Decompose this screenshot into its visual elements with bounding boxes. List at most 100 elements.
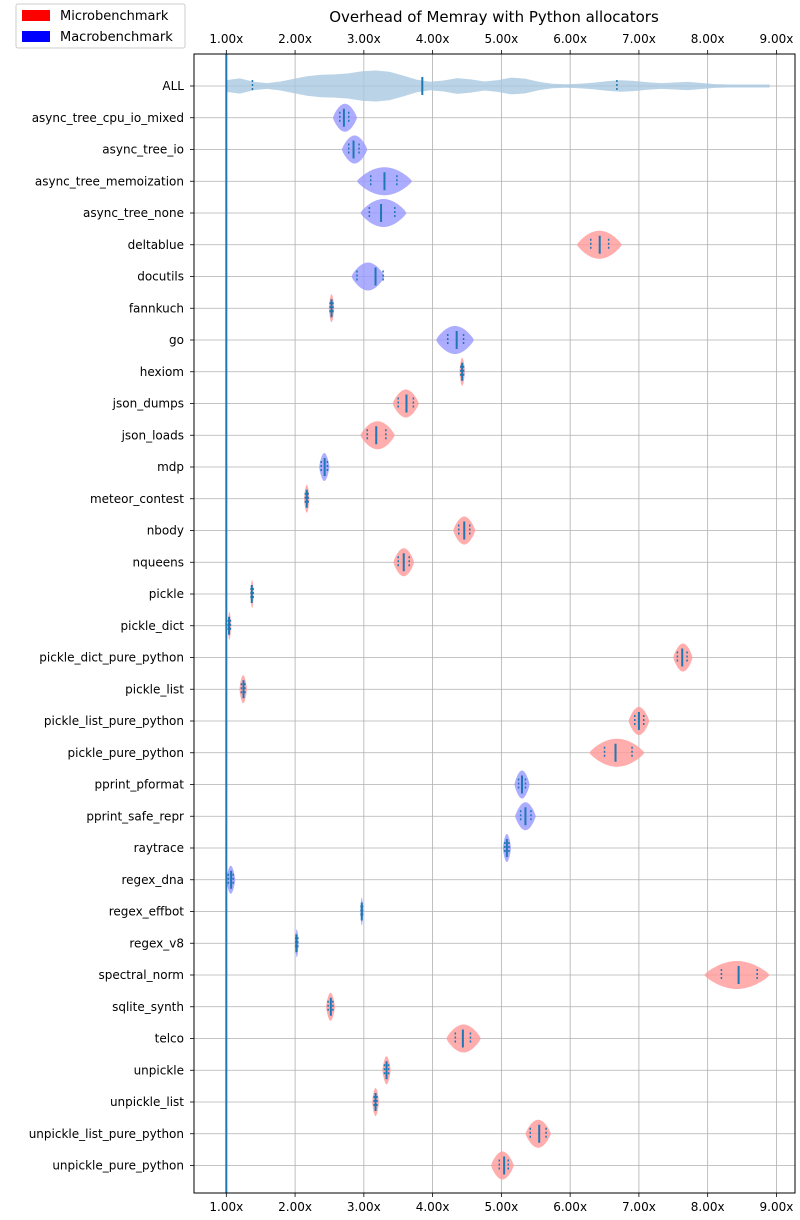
- violin-async-tree-io: [341, 135, 368, 164]
- y-tick-label: mdp: [157, 460, 184, 474]
- violin-body: [589, 738, 645, 767]
- violin-pprint-pformat: [514, 770, 530, 799]
- y-tick-label: async_tree_io: [102, 143, 184, 157]
- x-tick-label-bottom: 1.00x: [209, 1200, 243, 1214]
- y-tick-label: ALL: [162, 79, 184, 93]
- x-tick-label-top: 5.00x: [484, 32, 518, 46]
- y-tick-label: regex_dna: [121, 873, 184, 887]
- violin-pickle-list: [239, 675, 247, 704]
- y-tick-label: unpickle_list_pure_python: [29, 1127, 184, 1141]
- violin-pickle-dict-pure-python: [673, 643, 693, 672]
- y-tick-label: async_tree_memoization: [35, 174, 184, 188]
- y-tick-label: go: [169, 333, 184, 347]
- violin-regex-effbot: [360, 897, 364, 926]
- violin-nbody: [453, 516, 476, 545]
- violin-async-tree-none: [360, 199, 407, 227]
- y-tick-label: pickle: [149, 587, 184, 601]
- violin-body: [332, 103, 357, 132]
- y-tick-label: unpickle: [134, 1063, 184, 1077]
- x-tick-label-bottom: 5.00x: [484, 1200, 518, 1214]
- y-tick-label: meteor_contest: [90, 492, 184, 506]
- y-tick-label: regex_v8: [129, 936, 184, 950]
- y-tick-label: sqlite_synth: [112, 1000, 184, 1014]
- x-tick-label-bottom: 7.00x: [622, 1200, 656, 1214]
- legend: Microbenchmark Macrobenchmark: [15, 3, 186, 49]
- grid-lines: [194, 54, 795, 1193]
- violin-body: [525, 1119, 551, 1148]
- y-tick-label: hexiom: [140, 365, 184, 379]
- violin-fannkuch: [328, 294, 335, 323]
- y-tick-label: json_loads: [121, 428, 184, 442]
- violin-async-tree-cpu-io-mixed: [332, 103, 357, 132]
- x-tick-label-top: 2.00x: [278, 32, 312, 46]
- violin-raytrace: [502, 834, 511, 862]
- x-axis-ticks: 1.00x 1.00x 2.00x 2.00x 3.00x 3.00x 4.00x 4.00x…: [209, 32, 793, 1214]
- x-tick-label-top: 8.00x: [691, 32, 725, 46]
- violin-ALL: [226, 70, 770, 102]
- x-tick-label-top: 3.00x: [347, 32, 381, 46]
- y-tick-label: pickle_dict: [121, 619, 185, 633]
- violin-json-dumps: [392, 389, 419, 418]
- violin-sqlite-synth: [326, 992, 335, 1021]
- legend-label-microbenchmark: Microbenchmark: [60, 9, 169, 24]
- violin-body: [436, 326, 474, 354]
- violin-async-tree-memoization: [357, 167, 412, 196]
- legend-swatch-macrobenchmark: [22, 31, 50, 42]
- y-axis-ticks: ALL async_tree_cpu_io_mixed async_tree_ioa…: [29, 79, 194, 1173]
- y-tick-label: unpickle_list: [110, 1095, 184, 1109]
- y-tick-label: docutils: [137, 270, 184, 284]
- legend-label-macrobenchmark: Macrobenchmark: [60, 30, 173, 45]
- y-tick-label: pprint_safe_repr: [86, 809, 184, 823]
- x-tick-label-top: 6.00x: [553, 32, 587, 46]
- violin-meteor-contest: [304, 484, 310, 513]
- violin-deltablue: [577, 230, 622, 259]
- y-tick-label: pprint_pformat: [95, 778, 185, 792]
- violin-nqueens: [393, 548, 414, 577]
- violin-hexiom: [459, 357, 465, 386]
- y-tick-label: nbody: [147, 524, 184, 538]
- x-tick-label-top: 4.00x: [416, 32, 450, 46]
- legend-swatch-microbenchmark: [22, 10, 50, 21]
- violin-spectral-norm: [704, 961, 770, 989]
- violin-body: [491, 1151, 514, 1180]
- violin-regex-dna: [226, 865, 236, 894]
- violin-body: [704, 961, 770, 989]
- x-tick-label-top: 1.00x: [209, 32, 243, 46]
- violin-mdp: [319, 453, 330, 481]
- x-tick-label-top: 9.00x: [760, 32, 794, 46]
- violin-body: [341, 135, 368, 164]
- violin-unpickle-pure-python: [491, 1151, 514, 1180]
- violin-unpickle-list-pure-python: [525, 1119, 551, 1148]
- violin-pprint-safe-repr: [515, 802, 536, 831]
- violin-regex-v8: [295, 929, 299, 958]
- legend-box: [15, 3, 186, 49]
- x-tick-label-bottom: 6.00x: [553, 1200, 587, 1214]
- violin-unpickle-list: [372, 1088, 379, 1116]
- violin-pickle: [250, 580, 254, 608]
- y-tick-label: pickle_list: [125, 682, 184, 696]
- y-tick-label: telco: [155, 1032, 184, 1046]
- violin-body: [360, 199, 407, 227]
- y-tick-label: unpickle_pure_python: [52, 1159, 184, 1173]
- y-tick-label: regex_effbot: [109, 905, 185, 919]
- x-tick-label-bottom: 4.00x: [416, 1200, 450, 1214]
- y-tick-label: raytrace: [134, 841, 184, 855]
- violins: [226, 70, 770, 1180]
- violin-body: [360, 421, 395, 450]
- y-tick-label: json_dumps: [112, 397, 184, 411]
- chart-title: Overhead of Memray with Python allocator…: [329, 8, 659, 26]
- violin-telco: [446, 1024, 481, 1053]
- violin-pickle-dict: [227, 611, 232, 640]
- violin-pickle-list-pure-python: [628, 707, 650, 735]
- y-tick-label: async_tree_cpu_io_mixed: [32, 111, 184, 125]
- violin-body: [226, 70, 770, 102]
- y-tick-label: pickle_dict_pure_python: [39, 651, 184, 665]
- y-tick-label: async_tree_none: [83, 206, 184, 220]
- y-tick-label: spectral_norm: [98, 968, 184, 982]
- violin-go: [436, 326, 474, 354]
- x-tick-label-bottom: 2.00x: [278, 1200, 312, 1214]
- y-tick-label: pickle_list_pure_python: [44, 714, 184, 728]
- y-tick-label: fannkuch: [129, 301, 184, 315]
- violin-docutils: [351, 262, 385, 291]
